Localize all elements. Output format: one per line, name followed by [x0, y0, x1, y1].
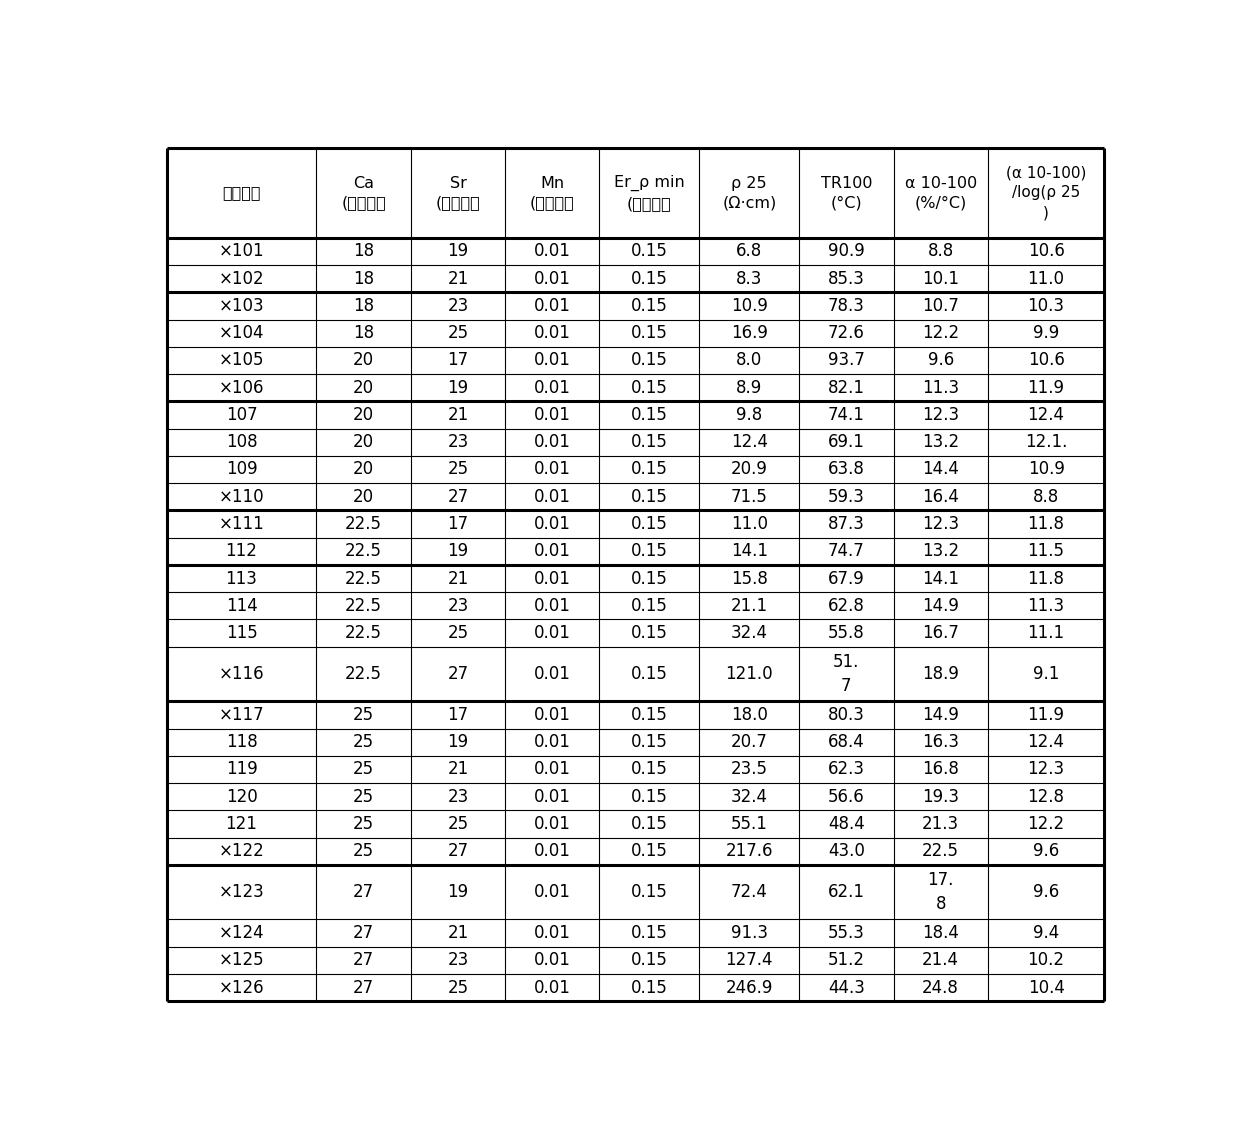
Text: 0.15: 0.15: [631, 270, 668, 288]
Text: 12.3: 12.3: [923, 406, 960, 424]
Text: 22.5: 22.5: [345, 596, 382, 615]
Text: 14.9: 14.9: [923, 706, 959, 724]
Text: ×101: ×101: [218, 242, 264, 261]
Text: 0.15: 0.15: [631, 379, 668, 397]
Text: 118: 118: [226, 733, 258, 751]
Text: 14.1: 14.1: [923, 570, 960, 587]
Text: 56.6: 56.6: [828, 787, 864, 806]
Text: 69.1: 69.1: [828, 434, 864, 452]
Text: 21: 21: [448, 270, 469, 288]
Text: 8.8: 8.8: [928, 242, 954, 261]
Text: 0.15: 0.15: [631, 543, 668, 560]
Text: 43.0: 43.0: [828, 842, 864, 860]
Text: 22.5: 22.5: [345, 665, 382, 683]
Text: ×104: ×104: [218, 324, 264, 343]
Text: 13.2: 13.2: [923, 543, 960, 560]
Text: 55.1: 55.1: [730, 815, 768, 833]
Text: 0.15: 0.15: [631, 434, 668, 452]
Text: 25: 25: [448, 324, 469, 343]
Text: 55.3: 55.3: [828, 924, 864, 942]
Text: 119: 119: [226, 760, 258, 778]
Text: 0.15: 0.15: [631, 706, 668, 724]
Text: 0.01: 0.01: [534, 883, 570, 901]
Text: 90.9: 90.9: [828, 242, 864, 261]
Text: 32.4: 32.4: [730, 787, 768, 806]
Text: 25: 25: [448, 815, 469, 833]
Text: 17: 17: [448, 516, 469, 533]
Text: 27: 27: [448, 665, 469, 683]
Text: 0.15: 0.15: [631, 596, 668, 615]
Text: 0.01: 0.01: [534, 461, 570, 478]
Text: 74.7: 74.7: [828, 543, 864, 560]
Text: 21.4: 21.4: [923, 951, 960, 970]
Text: 71.5: 71.5: [730, 488, 768, 505]
Text: 8.8: 8.8: [1033, 488, 1059, 505]
Text: 17: 17: [448, 352, 469, 370]
Text: 23.5: 23.5: [730, 760, 768, 778]
Text: 27: 27: [353, 883, 374, 901]
Text: ×126: ×126: [218, 979, 264, 997]
Text: 11.5: 11.5: [1028, 543, 1065, 560]
Text: 24.8: 24.8: [923, 979, 959, 997]
Text: 113: 113: [226, 570, 258, 587]
Text: Mn
(摩尔份）: Mn (摩尔份）: [529, 175, 574, 211]
Text: 51.
7: 51. 7: [833, 653, 859, 695]
Text: 0.01: 0.01: [534, 624, 570, 642]
Text: 0.15: 0.15: [631, 461, 668, 478]
Text: (α 10-100)
/log(ρ 25
): (α 10-100) /log(ρ 25 ): [1006, 166, 1086, 220]
Text: 72.4: 72.4: [730, 883, 768, 901]
Text: 11.3: 11.3: [1028, 596, 1065, 615]
Text: 23: 23: [448, 787, 469, 806]
Text: 0.01: 0.01: [534, 760, 570, 778]
Text: 55.8: 55.8: [828, 624, 864, 642]
Text: Ca
(摩尔份）: Ca (摩尔份）: [341, 175, 386, 211]
Text: 0.15: 0.15: [631, 516, 668, 533]
Text: 27: 27: [353, 924, 374, 942]
Text: 10.7: 10.7: [923, 297, 959, 315]
Text: 19: 19: [448, 379, 469, 397]
Text: 112: 112: [226, 543, 258, 560]
Text: 0.15: 0.15: [631, 570, 668, 587]
Text: 51.2: 51.2: [828, 951, 864, 970]
Text: 0.15: 0.15: [631, 842, 668, 860]
Text: 0.15: 0.15: [631, 924, 668, 942]
Text: 72.6: 72.6: [828, 324, 864, 343]
Text: 14.9: 14.9: [923, 596, 959, 615]
Text: 21.3: 21.3: [923, 815, 960, 833]
Text: 32.4: 32.4: [730, 624, 768, 642]
Text: 44.3: 44.3: [828, 979, 864, 997]
Text: 0.15: 0.15: [631, 951, 668, 970]
Text: 0.01: 0.01: [534, 352, 570, 370]
Text: 10.6: 10.6: [1028, 242, 1065, 261]
Text: 0.15: 0.15: [631, 787, 668, 806]
Text: 27: 27: [448, 842, 469, 860]
Text: 9.9: 9.9: [1033, 324, 1059, 343]
Text: 0.01: 0.01: [534, 434, 570, 452]
Text: 10.6: 10.6: [1028, 352, 1065, 370]
Text: 11.8: 11.8: [1028, 570, 1065, 587]
Text: 0.15: 0.15: [631, 624, 668, 642]
Text: 62.8: 62.8: [828, 596, 864, 615]
Text: 19: 19: [448, 543, 469, 560]
Text: 0.15: 0.15: [631, 406, 668, 424]
Text: ×110: ×110: [218, 488, 264, 505]
Text: 120: 120: [226, 787, 258, 806]
Text: 74.1: 74.1: [828, 406, 864, 424]
Text: 25: 25: [353, 760, 374, 778]
Text: ×124: ×124: [218, 924, 264, 942]
Text: 18.4: 18.4: [923, 924, 959, 942]
Text: ×125: ×125: [218, 951, 264, 970]
Text: 23: 23: [448, 951, 469, 970]
Text: 10.9: 10.9: [1028, 461, 1065, 478]
Text: Er_ρ min
(摩尔份）: Er_ρ min (摩尔份）: [614, 175, 684, 211]
Text: 11.9: 11.9: [1028, 706, 1065, 724]
Text: 0.01: 0.01: [534, 733, 570, 751]
Text: 0.01: 0.01: [534, 488, 570, 505]
Text: 121: 121: [226, 815, 258, 833]
Text: 12.4: 12.4: [1028, 733, 1065, 751]
Text: 0.01: 0.01: [534, 270, 570, 288]
Text: 12.2: 12.2: [923, 324, 960, 343]
Text: 10.3: 10.3: [1028, 297, 1065, 315]
Text: 0.01: 0.01: [534, 706, 570, 724]
Text: 0.01: 0.01: [534, 379, 570, 397]
